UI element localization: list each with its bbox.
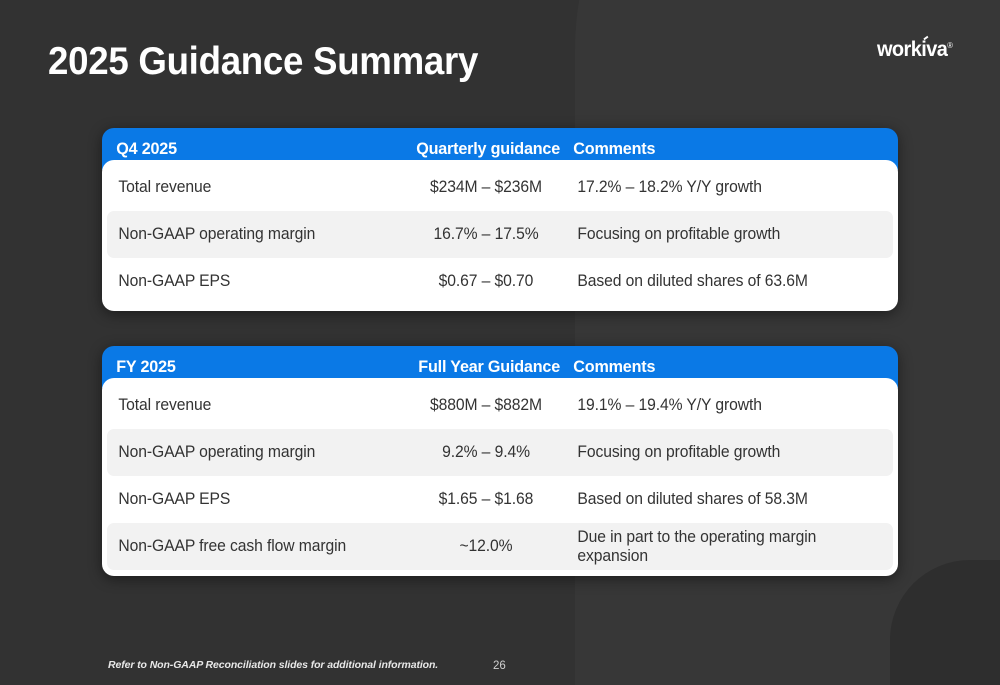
cell-metric: Non-GAAP free cash flow margin — [118, 537, 347, 556]
cell-comment: 17.2% – 18.2% Y/Y growth — [577, 178, 762, 197]
cell-guidance: ~12.0% — [459, 537, 513, 556]
cell-guidance: $234M – $236M — [429, 178, 543, 197]
cell-metric: Total revenue — [118, 396, 212, 415]
page-title: 2025 Guidance Summary — [48, 40, 479, 83]
footer-disclaimer: Refer to Non-GAAP Reconciliation slides … — [108, 659, 439, 671]
column-header-guidance-q4: Quarterly guidance — [416, 139, 560, 158]
table-row: Total revenue $880M – $882M 19.1% – 19.4… — [107, 382, 893, 429]
column-header-guidance-fy: Full Year Guidance — [418, 357, 560, 376]
logo-text-part1: work — [876, 38, 922, 61]
column-header-comments-fy: Comments — [573, 357, 656, 376]
cell-guidance: $1.65 – $1.68 — [438, 490, 534, 509]
cell-metric: Non-GAAP operating margin — [118, 443, 316, 462]
guidance-table-q4: Q4 2025 Quarterly guidance Comments Tota… — [102, 128, 898, 311]
cell-guidance: $0.67 – $0.70 — [438, 272, 534, 291]
cell-comment: Based on diluted shares of 63.6M — [577, 272, 808, 291]
table-row: Non-GAAP EPS $0.67 – $0.70 Based on dilu… — [107, 258, 893, 305]
cell-comment: Based on diluted shares of 58.3M — [577, 490, 808, 509]
table-body-q4: Total revenue $234M – $236M 17.2% – 18.2… — [102, 160, 898, 311]
page-number: 26 — [493, 660, 506, 672]
cell-metric: Non-GAAP operating margin — [118, 225, 316, 244]
cell-metric: Total revenue — [118, 178, 212, 197]
cell-metric: Non-GAAP EPS — [118, 490, 231, 509]
logo-text-accent-i: i — [920, 38, 927, 61]
guidance-table-fy: FY 2025 Full Year Guidance Comments Tota… — [102, 346, 898, 576]
workiva-logo: workiva® — [876, 38, 953, 62]
cell-guidance: $880M – $882M — [429, 396, 543, 415]
table-row: Non-GAAP free cash flow margin ~12.0% Du… — [107, 523, 893, 570]
table-row: Non-GAAP EPS $1.65 – $1.68 Based on dilu… — [107, 476, 893, 523]
table-row: Non-GAAP operating margin 9.2% – 9.4% Fo… — [107, 429, 893, 476]
column-header-comments-q4: Comments — [573, 139, 656, 158]
logo-trademark-icon: ® — [946, 41, 953, 50]
cell-comment: Due in part to the operating margin expa… — [577, 527, 817, 565]
cell-comment: Focusing on profitable growth — [577, 225, 781, 244]
cell-comment: 19.1% – 19.4% Y/Y growth — [577, 396, 762, 415]
table-body-fy: Total revenue $880M – $882M 19.1% – 19.4… — [102, 378, 898, 576]
cell-guidance: 16.7% – 17.5% — [433, 225, 539, 244]
column-header-period-fy: FY 2025 — [116, 357, 176, 376]
cell-comment: Focusing on profitable growth — [577, 443, 781, 462]
table-row: Total revenue $234M – $236M 17.2% – 18.2… — [107, 164, 893, 211]
column-header-period-q4: Q4 2025 — [116, 139, 177, 158]
cell-metric: Non-GAAP EPS — [118, 272, 231, 291]
cell-guidance: 9.2% – 9.4% — [442, 443, 530, 462]
table-row: Non-GAAP operating margin 16.7% – 17.5% … — [107, 211, 893, 258]
logo-text-part3: va — [925, 38, 948, 61]
